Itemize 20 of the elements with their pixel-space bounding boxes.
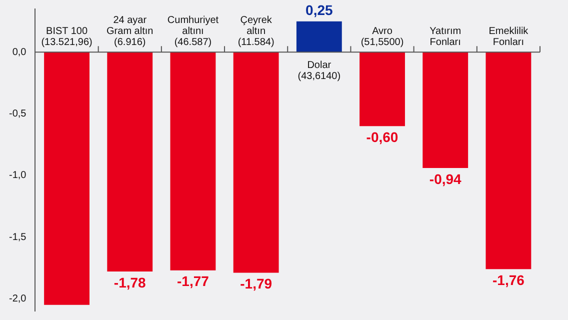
- x-tick-label: Yatırım Fonları: [430, 26, 462, 48]
- x-tick-label: 24 ayar Gram altın (6.916): [106, 14, 154, 48]
- data-label: -1,76: [492, 272, 525, 288]
- data-label: -0,94: [429, 170, 462, 187]
- data-label: -0,60: [366, 128, 398, 145]
- data-label: -1,78: [114, 274, 146, 290]
- x-tick-label: Emeklilik Fonları: [488, 26, 530, 48]
- y-tick-label: -1,0: [8, 170, 27, 182]
- data-label: -1,77: [177, 273, 210, 290]
- y-tick-label: -1,5: [8, 232, 27, 243]
- x-tick-label: Cumhuriyet altını (46.587): [167, 14, 219, 48]
- y-tick-label: 0,0: [12, 46, 27, 58]
- x-tick-label: Avro (51,5500): [360, 26, 404, 48]
- x-tick-label: Çeyrek altın (11.584): [238, 14, 274, 48]
- x-tick-label: BIST 100 (13.521,96): [41, 26, 92, 48]
- y-tick-label: -0,5: [8, 108, 27, 120]
- data-label: 0,25: [306, 2, 333, 18]
- x-tick-label: Dolar (43,6140): [298, 60, 341, 82]
- y-tick-label: -2,0: [8, 293, 27, 304]
- data-label: -1,79: [240, 276, 272, 292]
